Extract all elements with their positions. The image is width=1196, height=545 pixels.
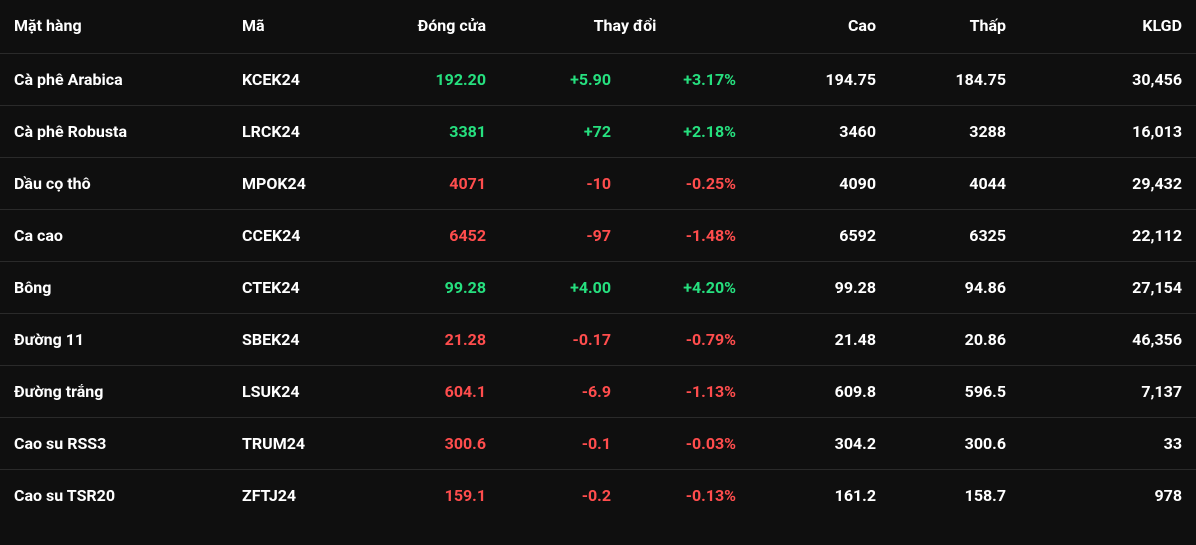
th-name: Mặt hàng bbox=[0, 0, 228, 54]
commodity-table: Mặt hàng Mã Đóng cửa Thay đổi Cao Thấp K… bbox=[0, 0, 1196, 521]
cell-close: 300.6 bbox=[378, 418, 500, 470]
cell-low: 94.86 bbox=[890, 262, 1020, 314]
cell-low: 300.6 bbox=[890, 418, 1020, 470]
cell-close: 192.20 bbox=[378, 54, 500, 106]
cell-low: 6325 bbox=[890, 210, 1020, 262]
table-body: Cà phê ArabicaKCEK24192.20+5.90+3.17%194… bbox=[0, 54, 1196, 522]
table-row[interactable]: Cà phê ArabicaKCEK24192.20+5.90+3.17%194… bbox=[0, 54, 1196, 106]
cell-close: 6452 bbox=[378, 210, 500, 262]
cell-low: 3288 bbox=[890, 106, 1020, 158]
cell-low: 20.86 bbox=[890, 314, 1020, 366]
cell-name: Đường 11 bbox=[0, 314, 228, 366]
cell-change: +5.90 bbox=[500, 54, 625, 106]
cell-high: 161.2 bbox=[750, 470, 890, 522]
cell-change-pct: -0.03% bbox=[625, 418, 750, 470]
table-header-row: Mặt hàng Mã Đóng cửa Thay đổi Cao Thấp K… bbox=[0, 0, 1196, 54]
cell-volume: 29,432 bbox=[1020, 158, 1196, 210]
cell-high: 194.75 bbox=[750, 54, 890, 106]
cell-high: 304.2 bbox=[750, 418, 890, 470]
cell-name: Đường trắng bbox=[0, 366, 228, 418]
cell-close: 604.1 bbox=[378, 366, 500, 418]
cell-name: Cao su TSR20 bbox=[0, 470, 228, 522]
cell-close: 159.1 bbox=[378, 470, 500, 522]
th-code: Mã bbox=[228, 0, 378, 54]
cell-close: 21.28 bbox=[378, 314, 500, 366]
th-low: Thấp bbox=[890, 0, 1020, 54]
cell-low: 4044 bbox=[890, 158, 1020, 210]
table-row[interactable]: Ca caoCCEK246452-97-1.48%6592632522,112 bbox=[0, 210, 1196, 262]
th-change: Thay đổi bbox=[500, 0, 750, 54]
cell-change: -10 bbox=[500, 158, 625, 210]
cell-low: 184.75 bbox=[890, 54, 1020, 106]
table-row[interactable]: Dầu cọ thôMPOK244071-10-0.25%4090404429,… bbox=[0, 158, 1196, 210]
cell-volume: 16,013 bbox=[1020, 106, 1196, 158]
cell-change: -97 bbox=[500, 210, 625, 262]
cell-change-pct: +3.17% bbox=[625, 54, 750, 106]
cell-close: 3381 bbox=[378, 106, 500, 158]
cell-code: SBEK24 bbox=[228, 314, 378, 366]
cell-change: -0.1 bbox=[500, 418, 625, 470]
cell-high: 21.48 bbox=[750, 314, 890, 366]
cell-low: 596.5 bbox=[890, 366, 1020, 418]
cell-change: -0.2 bbox=[500, 470, 625, 522]
cell-change-pct: -1.13% bbox=[625, 366, 750, 418]
cell-name: Dầu cọ thô bbox=[0, 158, 228, 210]
cell-high: 6592 bbox=[750, 210, 890, 262]
cell-name: Cà phê Arabica bbox=[0, 54, 228, 106]
th-high: Cao bbox=[750, 0, 890, 54]
cell-volume: 7,137 bbox=[1020, 366, 1196, 418]
commodity-table-container: Mặt hàng Mã Đóng cửa Thay đổi Cao Thấp K… bbox=[0, 0, 1196, 545]
cell-change: +4.00 bbox=[500, 262, 625, 314]
cell-code: MPOK24 bbox=[228, 158, 378, 210]
cell-change-pct: -0.79% bbox=[625, 314, 750, 366]
cell-name: Cao su RSS3 bbox=[0, 418, 228, 470]
cell-code: CTEK24 bbox=[228, 262, 378, 314]
cell-close: 4071 bbox=[378, 158, 500, 210]
cell-code: CCEK24 bbox=[228, 210, 378, 262]
table-row[interactable]: Đường trắngLSUK24604.1-6.9-1.13%609.8596… bbox=[0, 366, 1196, 418]
cell-volume: 33 bbox=[1020, 418, 1196, 470]
cell-low: 158.7 bbox=[890, 470, 1020, 522]
table-row[interactable]: Cao su RSS3TRUM24300.6-0.1-0.03%304.2300… bbox=[0, 418, 1196, 470]
cell-change: -6.9 bbox=[500, 366, 625, 418]
cell-volume: 46,356 bbox=[1020, 314, 1196, 366]
cell-volume: 27,154 bbox=[1020, 262, 1196, 314]
cell-change-pct: -0.25% bbox=[625, 158, 750, 210]
cell-high: 3460 bbox=[750, 106, 890, 158]
cell-high: 99.28 bbox=[750, 262, 890, 314]
cell-name: Ca cao bbox=[0, 210, 228, 262]
cell-volume: 22,112 bbox=[1020, 210, 1196, 262]
cell-change: +72 bbox=[500, 106, 625, 158]
table-row[interactable]: Cà phê RobustaLRCK243381+72+2.18%3460328… bbox=[0, 106, 1196, 158]
cell-code: KCEK24 bbox=[228, 54, 378, 106]
cell-change-pct: +4.20% bbox=[625, 262, 750, 314]
cell-change-pct: -0.13% bbox=[625, 470, 750, 522]
cell-change-pct: -1.48% bbox=[625, 210, 750, 262]
th-close: Đóng cửa bbox=[378, 0, 500, 54]
cell-code: ZFTJ24 bbox=[228, 470, 378, 522]
cell-name: Cà phê Robusta bbox=[0, 106, 228, 158]
cell-code: LRCK24 bbox=[228, 106, 378, 158]
table-row[interactable]: Cao su TSR20ZFTJ24159.1-0.2-0.13%161.215… bbox=[0, 470, 1196, 522]
cell-name: Bông bbox=[0, 262, 228, 314]
cell-code: LSUK24 bbox=[228, 366, 378, 418]
cell-high: 4090 bbox=[750, 158, 890, 210]
th-volume: KLGD bbox=[1020, 0, 1196, 54]
cell-change: -0.17 bbox=[500, 314, 625, 366]
table-row[interactable]: BôngCTEK2499.28+4.00+4.20%99.2894.8627,1… bbox=[0, 262, 1196, 314]
cell-volume: 978 bbox=[1020, 470, 1196, 522]
cell-volume: 30,456 bbox=[1020, 54, 1196, 106]
cell-change-pct: +2.18% bbox=[625, 106, 750, 158]
cell-high: 609.8 bbox=[750, 366, 890, 418]
table-row[interactable]: Đường 11SBEK2421.28-0.17-0.79%21.4820.86… bbox=[0, 314, 1196, 366]
cell-code: TRUM24 bbox=[228, 418, 378, 470]
cell-close: 99.28 bbox=[378, 262, 500, 314]
